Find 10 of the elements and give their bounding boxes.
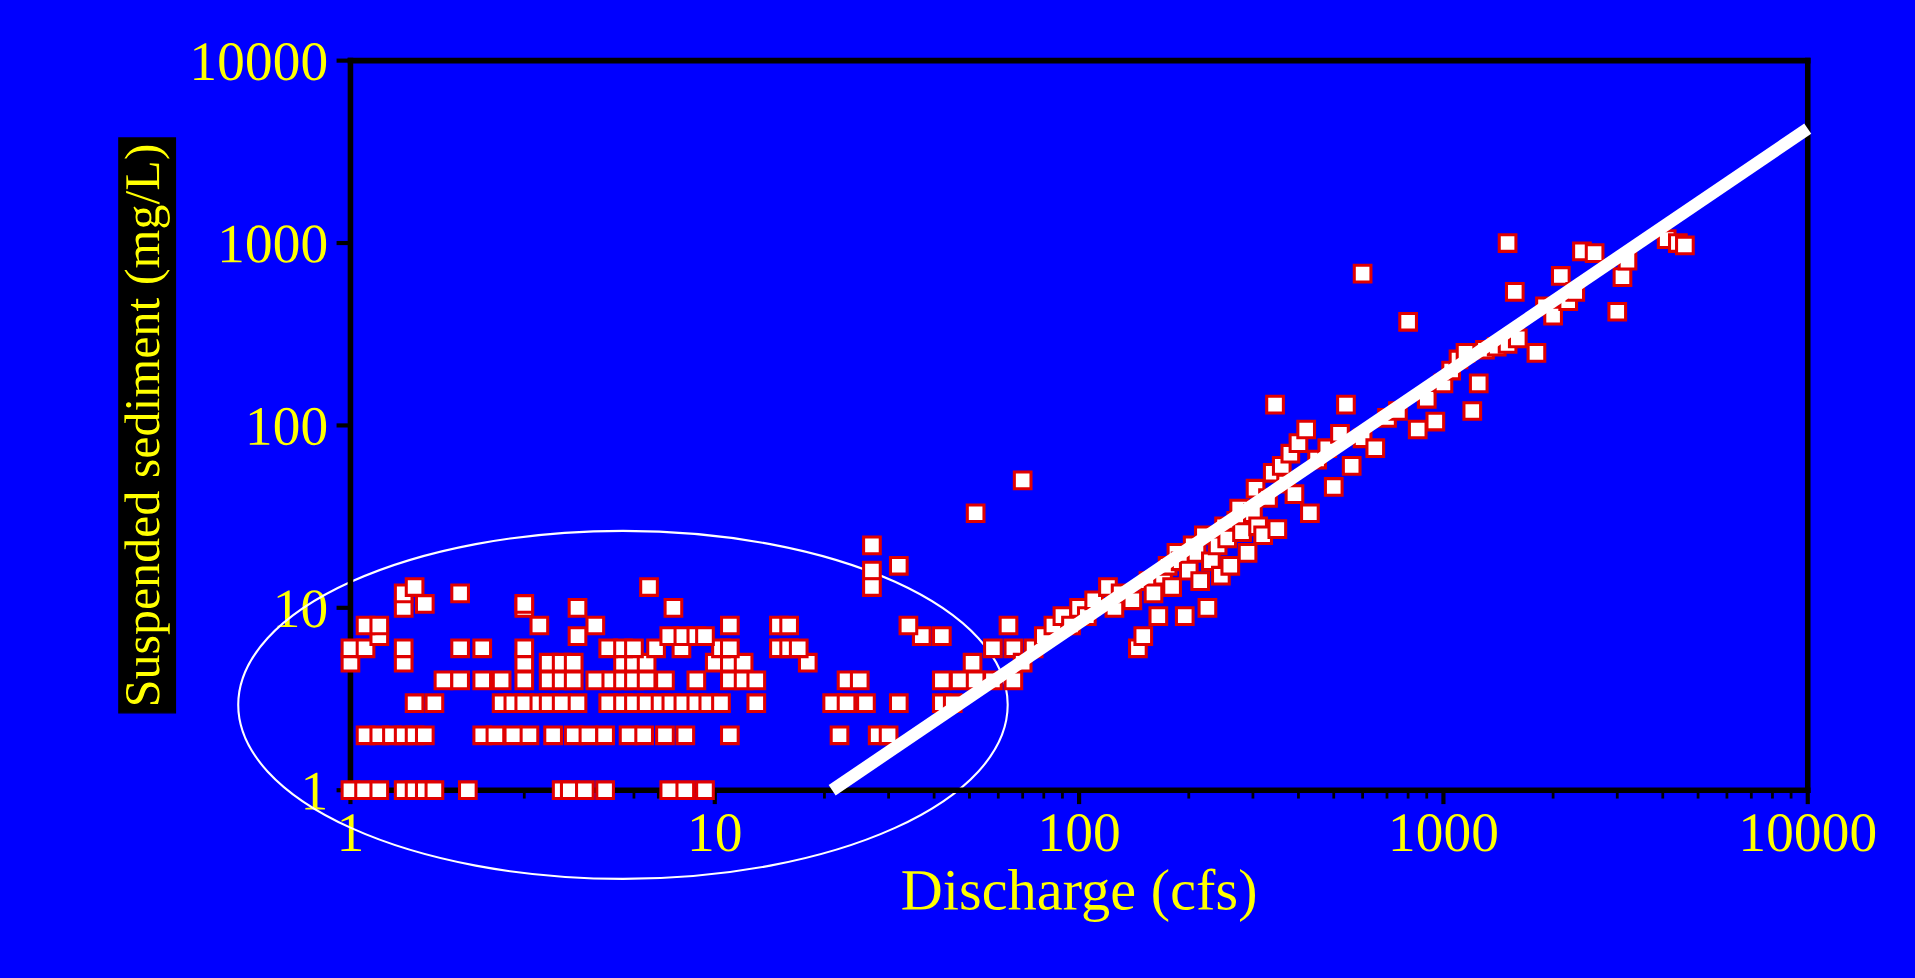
x-axis-title: Discharge (cfs) bbox=[902, 868, 1255, 923]
x-tick-label: 1000 bbox=[1392, 814, 1497, 852]
y-tick-label: 1 bbox=[305, 772, 325, 810]
y-tick-label: 1000 bbox=[222, 225, 327, 263]
y-axis-title: Suspended sediment (mg/L) bbox=[124, 145, 170, 704]
x-tick-label: 10 bbox=[691, 814, 741, 852]
x-tick-label: 10000 bbox=[1743, 814, 1876, 852]
x-tick-label: 100 bbox=[1042, 814, 1119, 852]
y-tick-label: 100 bbox=[249, 407, 327, 446]
y-tick-label: 10000 bbox=[194, 42, 327, 81]
